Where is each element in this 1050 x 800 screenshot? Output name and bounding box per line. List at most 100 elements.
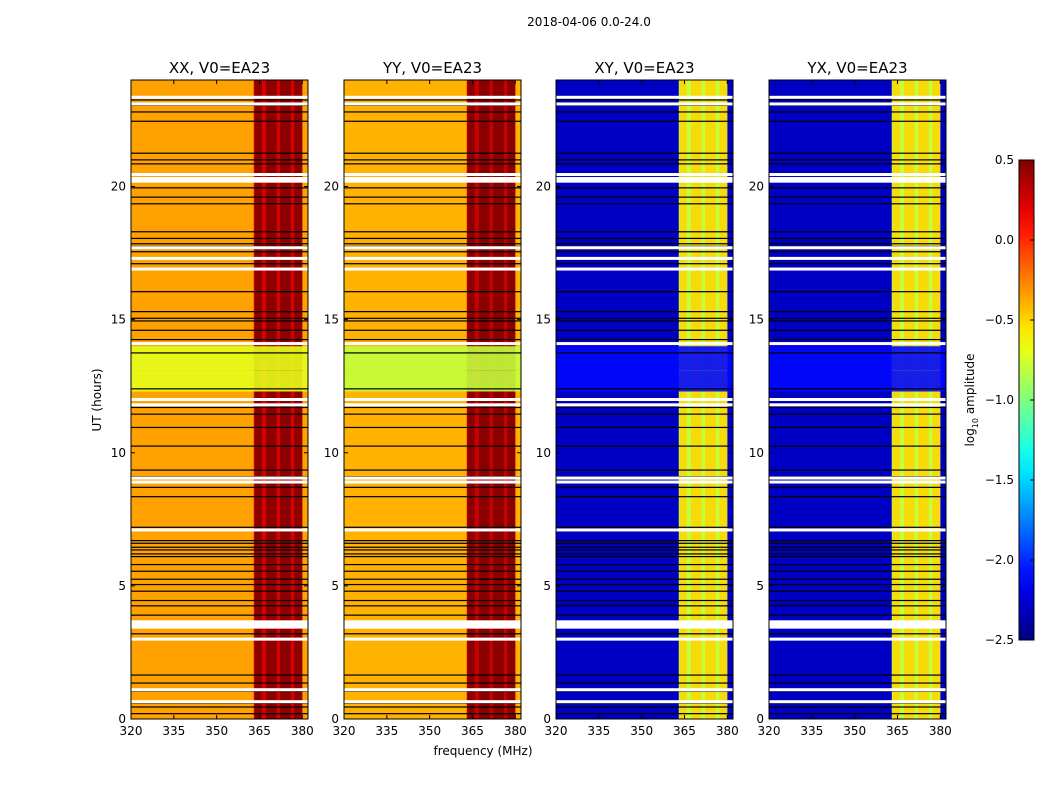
flagged-row	[769, 614, 946, 616]
flagged-row	[769, 243, 946, 245]
colorbar-tick-label: −2.0	[985, 553, 1014, 567]
flagged-row	[344, 553, 521, 555]
heatmap-yx	[769, 80, 946, 719]
flagged-row	[556, 542, 733, 544]
flagged-row	[344, 120, 521, 122]
flagged-row	[769, 486, 946, 488]
flagged-gap	[769, 256, 946, 260]
flagged-row	[344, 291, 521, 293]
flagged-gap	[344, 267, 521, 271]
flagged-gap	[769, 700, 946, 704]
flagged-block	[556, 370, 733, 392]
flagged-row	[344, 406, 521, 409]
colorbar-tick-label: −1.0	[985, 393, 1014, 407]
flagged-row	[769, 674, 946, 676]
flagged-row	[344, 526, 521, 528]
flagged-row	[556, 563, 733, 566]
flagged-row	[344, 338, 521, 341]
flagged-row	[344, 555, 521, 558]
flagged-row	[344, 243, 521, 245]
flagged-row	[344, 590, 521, 592]
panel-frame	[343, 79, 522, 720]
flagged-row	[131, 583, 308, 586]
flagged-row	[769, 413, 946, 415]
flagged-row	[769, 578, 946, 580]
x-tick-label: 335	[800, 724, 823, 738]
flagged-gap	[131, 177, 308, 181]
flagged-gap	[769, 177, 946, 181]
flagged-row	[344, 549, 521, 551]
flagged-block	[131, 370, 308, 392]
flagged-gap	[769, 403, 946, 407]
panel-yx: YX, V0=EA23 0 5 10 15 20 320 335 350 365 380	[749, 59, 952, 738]
flagged-gap	[344, 102, 521, 106]
flagged-row	[556, 469, 733, 471]
y-tick-label: 20	[111, 180, 126, 194]
x-tick-label: 335	[587, 724, 610, 738]
x-tick-label: 335	[375, 724, 398, 738]
colorbar-tick-label: 0.5	[995, 153, 1014, 167]
flagged-row	[556, 570, 733, 572]
flagged-gap	[556, 700, 733, 704]
flagged-gap	[131, 95, 308, 99]
y-tick-label: 15	[749, 313, 764, 327]
flagged-row	[769, 111, 946, 113]
flagged-row	[769, 682, 946, 684]
flagged-row	[556, 546, 733, 548]
flagged-row	[131, 243, 308, 245]
flagged-row	[769, 352, 946, 354]
flagged-gap	[769, 173, 946, 177]
flagged-row	[131, 590, 308, 592]
flagged-gap	[344, 179, 521, 183]
flagged-row	[556, 540, 733, 542]
flagged-row	[769, 599, 946, 602]
x-axis-label: frequency (MHz)	[433, 744, 532, 758]
flagged-gap	[131, 179, 308, 183]
flagged-row	[344, 203, 521, 205]
panel-frame	[555, 79, 734, 720]
flagged-gap	[769, 246, 946, 250]
y-tick-label: 10	[111, 446, 126, 460]
flagged-row	[344, 599, 521, 602]
y-tick-label: 10	[536, 446, 551, 460]
flagged-gap	[769, 688, 946, 692]
flagged-row	[769, 706, 946, 708]
flagged-row	[131, 352, 308, 354]
flagged-row	[769, 231, 946, 233]
flagged-row	[556, 388, 733, 390]
flagged-row	[556, 311, 733, 313]
flagged-row	[556, 614, 733, 616]
flagged-block	[556, 346, 733, 371]
flagged-row	[344, 563, 521, 566]
y-axis-label: UT (hours)	[90, 368, 104, 431]
flagged-gap	[131, 620, 308, 624]
flagged-row	[556, 237, 733, 240]
x-tick-label: 365	[461, 724, 484, 738]
flagged-row	[131, 99, 308, 101]
flagged-row	[131, 578, 308, 580]
flagged-row	[131, 682, 308, 684]
y-tick-label: 5	[756, 579, 764, 593]
flagged-row	[131, 540, 308, 542]
flagged-gap	[344, 700, 521, 704]
flagged-row	[131, 426, 308, 429]
flagged-gap	[344, 480, 521, 484]
flagged-row	[131, 203, 308, 205]
panel-title: XX, V0=EA23	[169, 59, 270, 77]
flagged-gap	[344, 246, 521, 250]
flagged-row	[556, 152, 733, 154]
x-tick-label: 335	[162, 724, 185, 738]
flagged-row	[344, 413, 521, 415]
flagged-row	[769, 570, 946, 572]
colorbar-label: log10 amplitude	[963, 354, 980, 447]
flagged-row	[131, 674, 308, 676]
flagged-gap	[769, 637, 946, 641]
flagged-row	[344, 546, 521, 548]
flagged-gap	[131, 700, 308, 704]
flagged-row	[131, 549, 308, 551]
colorbar-tick-label: 0.0	[995, 233, 1014, 247]
flagged-gap	[556, 528, 733, 532]
flagged-row	[344, 237, 521, 240]
flagged-row	[344, 426, 521, 429]
